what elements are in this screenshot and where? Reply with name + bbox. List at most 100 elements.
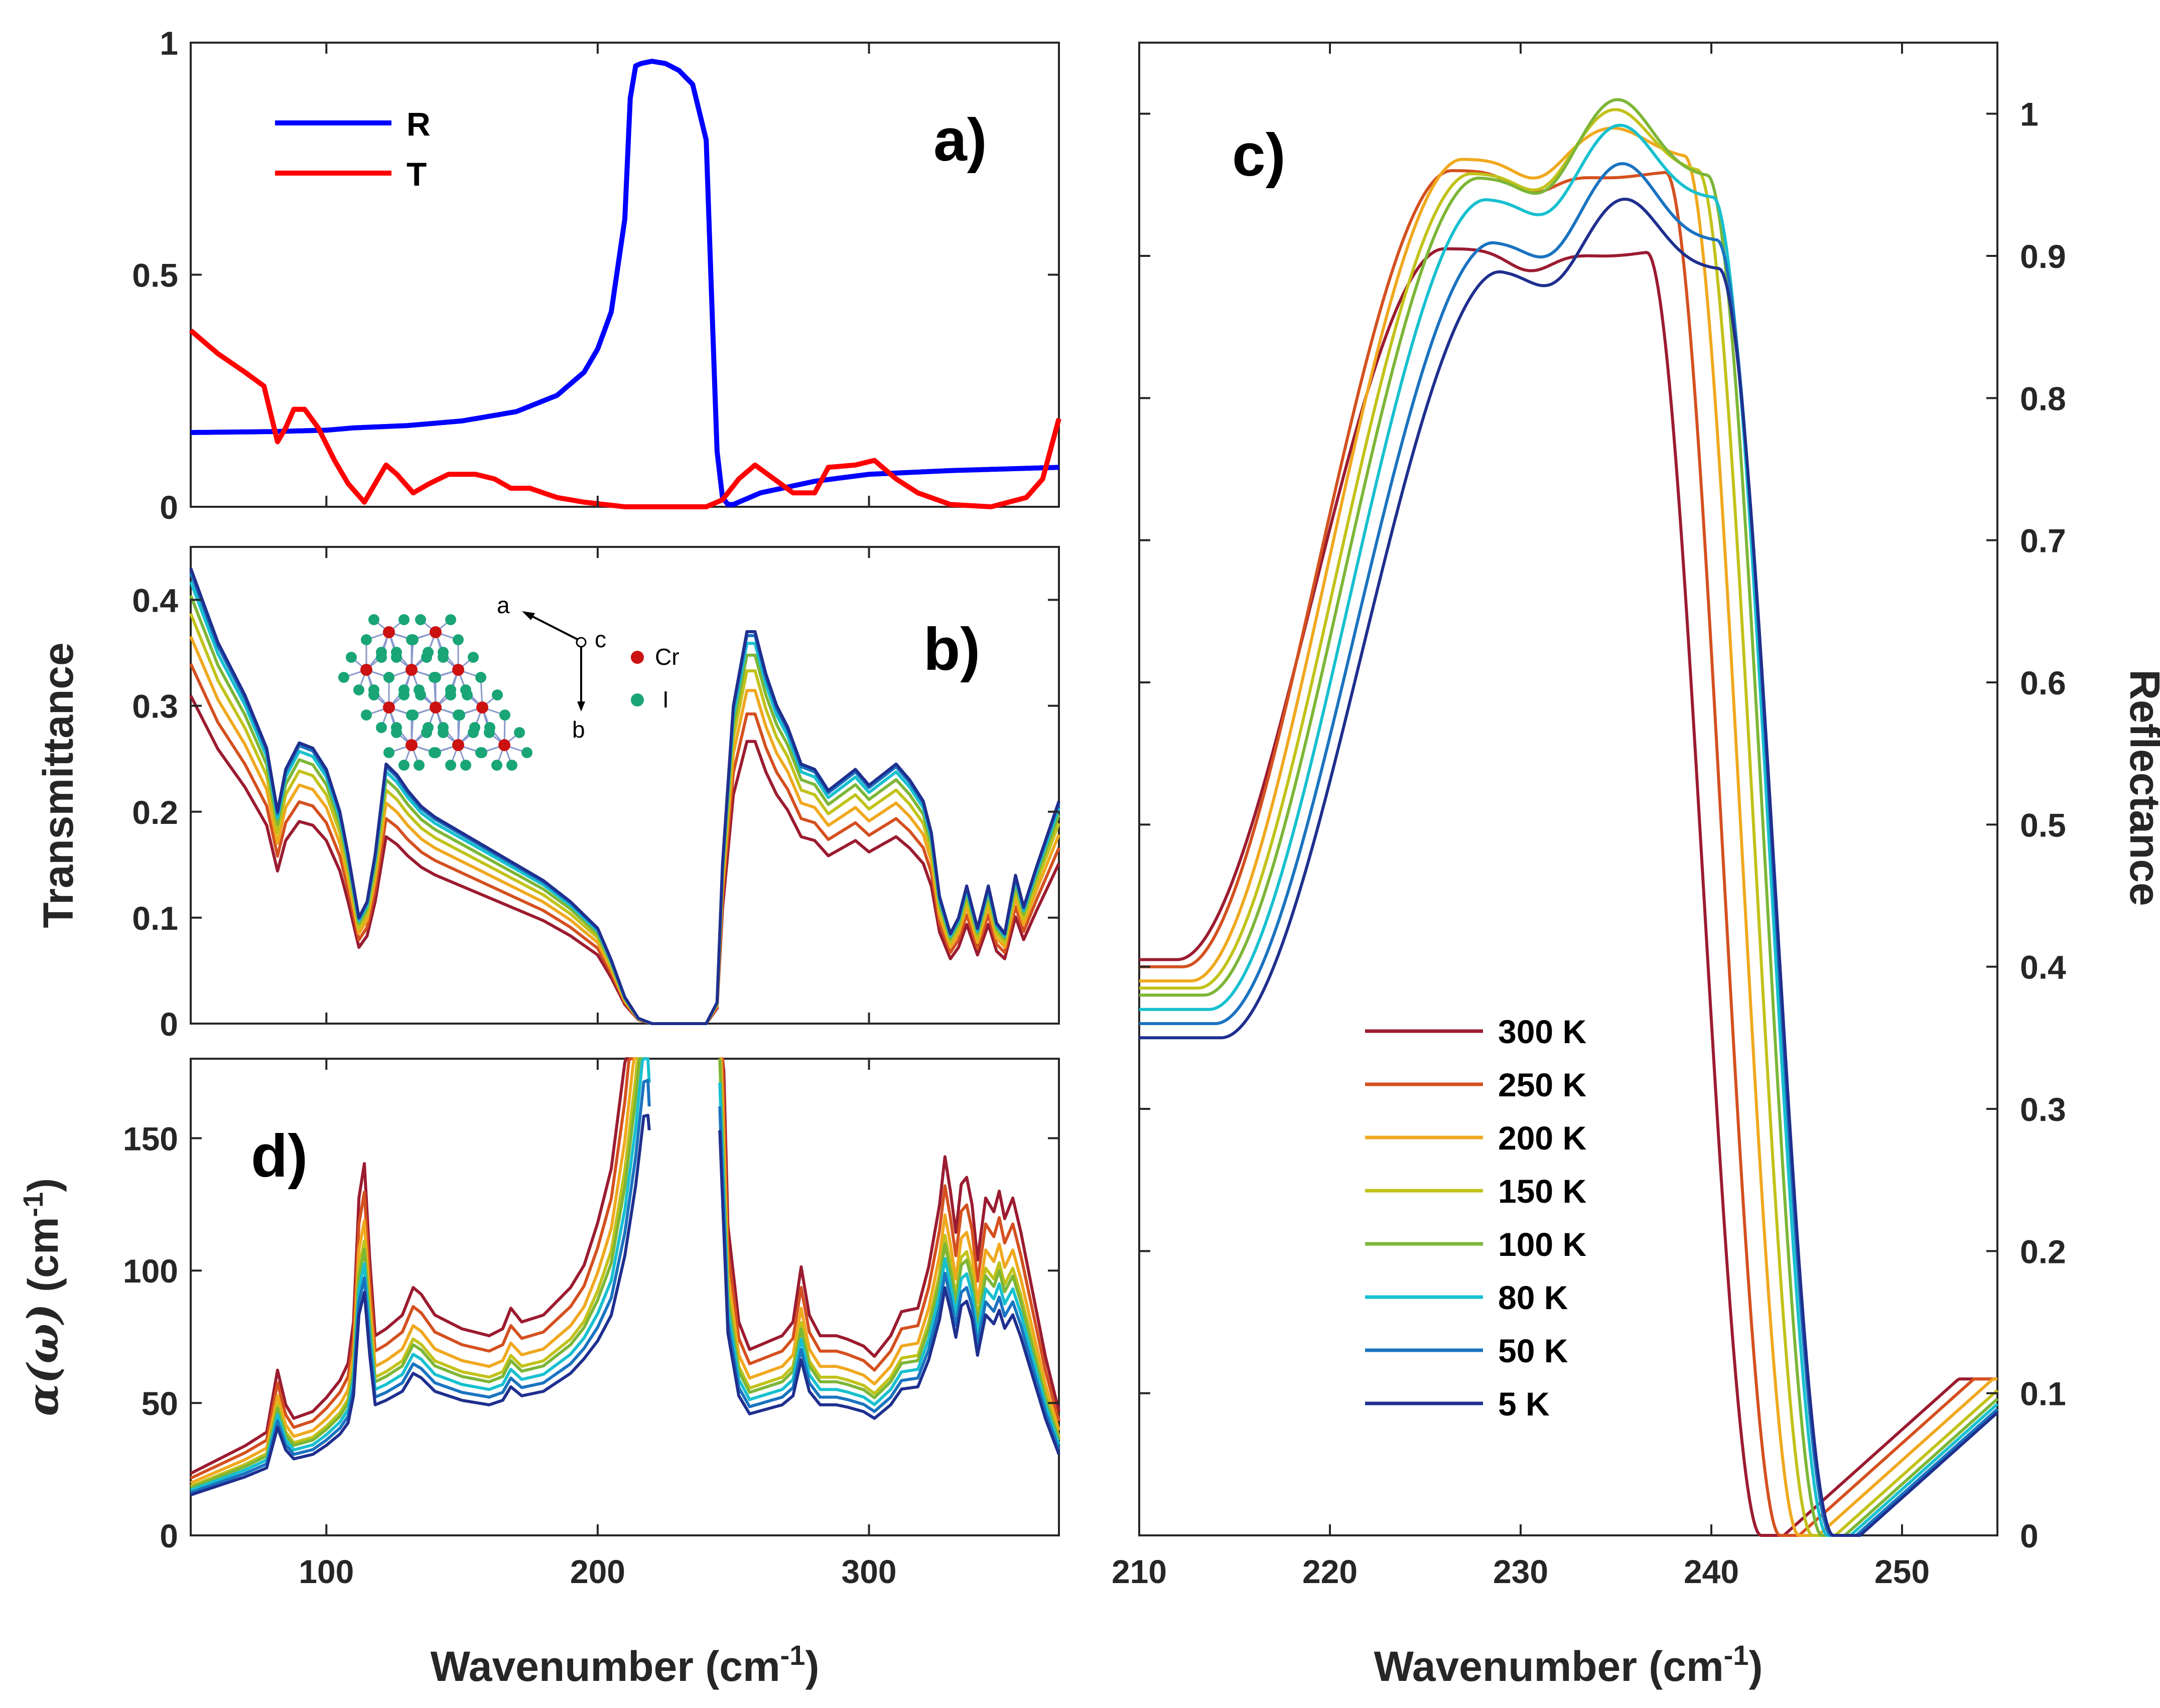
axis-b-arrowhead bbox=[577, 701, 585, 711]
axis-c-marker bbox=[576, 637, 587, 648]
iodine-atom bbox=[445, 760, 456, 771]
c-y-tick-label-8: 0.8 bbox=[2020, 380, 2066, 417]
series-line-right-150k bbox=[718, 1058, 1060, 1438]
iodine-atom bbox=[445, 689, 456, 700]
x-title-main: Wavenumber (cm bbox=[431, 1643, 780, 1690]
c-y-tick-label-7: 0.7 bbox=[2020, 522, 2066, 559]
iodine-atom bbox=[430, 747, 441, 758]
d-x-tick-label-2: 300 bbox=[842, 1553, 897, 1590]
c-y-tick-label-0: 0 bbox=[2020, 1517, 2039, 1554]
series-line-right-5k bbox=[718, 1130, 1060, 1455]
a-y-tick-label-1: 0.5 bbox=[132, 257, 178, 294]
panel-c-x-axis-title: Wavenumber (cm-1) bbox=[1374, 1639, 1763, 1690]
iodine-atom bbox=[475, 672, 486, 683]
series-line-150k bbox=[1139, 108, 1999, 1537]
iodine-atom bbox=[460, 760, 471, 771]
series-line-right-50k bbox=[718, 1106, 1060, 1451]
panel-c-series bbox=[1139, 98, 1999, 1537]
d-x-tick-label-0: 100 bbox=[299, 1553, 354, 1590]
panel-b-transmittance: 0 0.1 0.2 0.3 0.4 Transmittance b) a b c Cr I bbox=[35, 546, 1060, 1043]
panel-d-y-ticks: 0 50 100 150 bbox=[123, 1120, 1059, 1554]
chromium-atom bbox=[360, 664, 372, 676]
series-line-right-100k bbox=[718, 1058, 1060, 1441]
legend-cr-label: Cr bbox=[655, 644, 680, 670]
series-line-t bbox=[189, 328, 1061, 509]
iodine-atom bbox=[454, 709, 465, 721]
panel-b-letter: b) bbox=[923, 616, 980, 683]
chromium-atom bbox=[476, 701, 488, 714]
legend-label-100k: 100 K bbox=[1498, 1226, 1586, 1263]
legend-i-dot bbox=[631, 693, 644, 706]
iodine-atom bbox=[368, 689, 379, 700]
series-line-right-200k bbox=[719, 1057, 1060, 1431]
iodine-atom bbox=[468, 652, 479, 663]
panel-c-legend: 300 K 250 K 200 K 150 K 100 K 80 K 50 K 5 K bbox=[1365, 1013, 1586, 1422]
iodine-atom bbox=[361, 709, 372, 721]
iodine-atom bbox=[353, 684, 364, 695]
iodine-atom bbox=[468, 727, 479, 738]
iodine-atom bbox=[398, 689, 410, 700]
b-y-tick-label-3: 0.3 bbox=[132, 688, 178, 725]
legend-label-50k: 50 K bbox=[1498, 1332, 1568, 1369]
y-title-end: ) bbox=[20, 1178, 67, 1192]
series-line-80k bbox=[1139, 123, 1999, 1537]
iodine-atom bbox=[346, 652, 357, 663]
d-y-tick-label-3: 150 bbox=[123, 1120, 178, 1157]
a-y-tick-label-0: 0 bbox=[160, 489, 178, 526]
c-y-tick-label-1: 0.1 bbox=[2020, 1375, 2066, 1412]
c-y-tick-label-4: 0.4 bbox=[2020, 949, 2066, 986]
b-y-tick-label-2: 0.2 bbox=[132, 794, 178, 831]
iodine-atom bbox=[414, 760, 425, 771]
iodine-atom bbox=[421, 727, 432, 738]
y-title-unit: (cm bbox=[20, 1217, 67, 1304]
panel-c-frame bbox=[1138, 42, 1998, 1536]
iodine-atom bbox=[445, 614, 456, 625]
crystal-structure-inset: a b c Cr I bbox=[338, 592, 680, 771]
c-x-tick-label-3: 240 bbox=[1684, 1553, 1739, 1590]
iodine-atom bbox=[376, 652, 387, 663]
series-line-200k bbox=[1139, 126, 1997, 1537]
panel-a-letter: a) bbox=[933, 106, 987, 174]
iodine-atom bbox=[383, 747, 394, 758]
d-x-tick-label-1: 200 bbox=[570, 1553, 625, 1590]
panel-c-x-ticks: 210 220 230 240 250 bbox=[1112, 43, 1930, 1590]
iodine-atom bbox=[514, 727, 525, 738]
c-y-tick-label-9: 0.9 bbox=[2020, 238, 2066, 275]
iodine-atom bbox=[492, 689, 503, 700]
b-y-tick-label-1: 0.1 bbox=[132, 900, 178, 937]
legend-label-150k: 150 K bbox=[1498, 1173, 1586, 1210]
iodine-atom bbox=[415, 689, 426, 700]
b-y-tick-label-0: 0 bbox=[160, 1006, 178, 1043]
b-y-tick-label-4: 0.4 bbox=[132, 582, 178, 619]
series-line-5k bbox=[1139, 198, 1999, 1537]
iodine-atom bbox=[391, 727, 402, 738]
iodine-atom bbox=[398, 760, 410, 771]
iodine-atom bbox=[476, 747, 487, 758]
c-x-title-end: ) bbox=[1748, 1643, 1763, 1690]
panel-c-reflectance-temperature: 00.10.20.30.40.50.60.70.80.91 210 220 230 2… bbox=[1112, 42, 2160, 1690]
chromium-atom bbox=[406, 664, 418, 676]
x-title-sup: -1 bbox=[780, 1639, 805, 1671]
legend-label-5k: 5 K bbox=[1498, 1385, 1550, 1422]
iodine-atom bbox=[376, 722, 387, 733]
iodine-atom bbox=[462, 689, 473, 700]
panel-b-y-axis-title: Transmittance bbox=[35, 642, 82, 928]
axis-a-label: a bbox=[497, 592, 510, 618]
panel-c-letter: c) bbox=[1232, 121, 1286, 189]
c-y-tick-label-2: 0.2 bbox=[2020, 1233, 2066, 1270]
panel-d-x-ticks: 100 200 300 bbox=[299, 1059, 897, 1590]
iodine-atom bbox=[408, 634, 419, 645]
series-line-right-300k bbox=[719, 1057, 1060, 1412]
iodine-atom bbox=[438, 652, 449, 663]
series-line-r bbox=[189, 59, 1060, 507]
y-title-sup: -1 bbox=[17, 1192, 49, 1217]
a-y-tick-label-2: 1 bbox=[160, 25, 178, 62]
axis-b-label: b bbox=[572, 717, 585, 743]
axis-a-arrow bbox=[525, 612, 582, 642]
chromium-atom bbox=[452, 664, 464, 676]
panel-c-y-axis-title: Reflectance bbox=[2121, 669, 2160, 906]
y-title-symbol: α(ω) bbox=[18, 1304, 68, 1416]
iodine-atom bbox=[453, 634, 464, 645]
